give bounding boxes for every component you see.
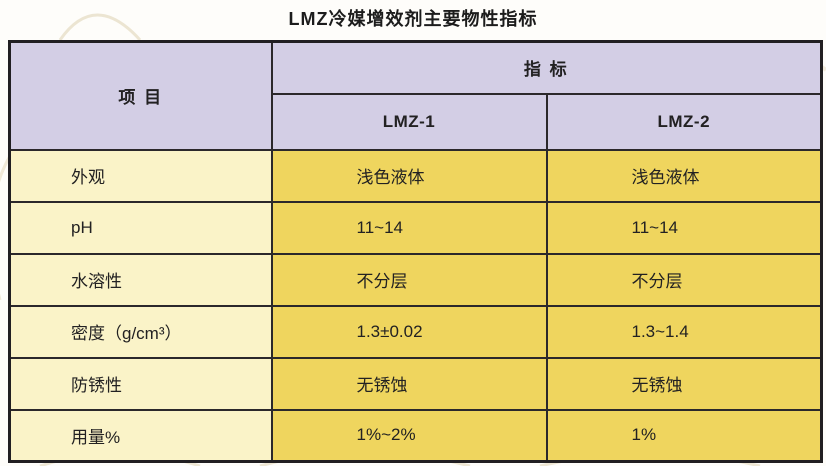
row-label: 防锈性	[8, 356, 273, 411]
header-col-lmz2: LMZ-2	[545, 92, 823, 151]
lmz2-value: 11~14	[545, 200, 823, 255]
spec-table: 项 目 指 标 LMZ-1 LMZ-2 外观 浅色液体 浅色液体 pH 11~1…	[8, 40, 824, 463]
lmz1-value: 11~14	[270, 200, 548, 255]
lmz1-value: 1.3±0.02	[270, 304, 548, 359]
row-label: 密度（g/cm³）	[8, 304, 273, 359]
table-row: pH 11~14 11~14	[8, 200, 823, 255]
table-row: 防锈性 无锈蚀 无锈蚀	[8, 356, 823, 411]
lmz2-value: 1%	[545, 408, 823, 463]
lmz1-value: 1%~2%	[270, 408, 548, 463]
row-label: 用量%	[8, 408, 273, 463]
header-col-lmz1: LMZ-1	[270, 92, 548, 151]
lmz1-value: 不分层	[270, 252, 548, 307]
lmz2-value: 1.3~1.4	[545, 304, 823, 359]
table-row: 密度（g/cm³） 1.3±0.02 1.3~1.4	[8, 304, 823, 359]
table-row: 外观 浅色液体 浅色液体	[8, 148, 823, 203]
lmz2-value: 无锈蚀	[545, 356, 823, 411]
row-label: 水溶性	[8, 252, 273, 307]
row-label: 外观	[8, 148, 273, 203]
header-indicator: 指 标	[270, 40, 823, 95]
lmz1-value: 浅色液体	[270, 148, 548, 203]
header-item: 项 目	[8, 40, 273, 151]
lmz2-value: 不分层	[545, 252, 823, 307]
lmz1-value: 无锈蚀	[270, 356, 548, 411]
row-label: pH	[8, 200, 273, 255]
table-row: 用量% 1%~2% 1%	[8, 408, 823, 463]
table-row: 水溶性 不分层 不分层	[8, 252, 823, 307]
page-title: LMZ冷媒增效剂主要物性指标	[288, 9, 538, 29]
lmz2-value: 浅色液体	[545, 148, 823, 203]
